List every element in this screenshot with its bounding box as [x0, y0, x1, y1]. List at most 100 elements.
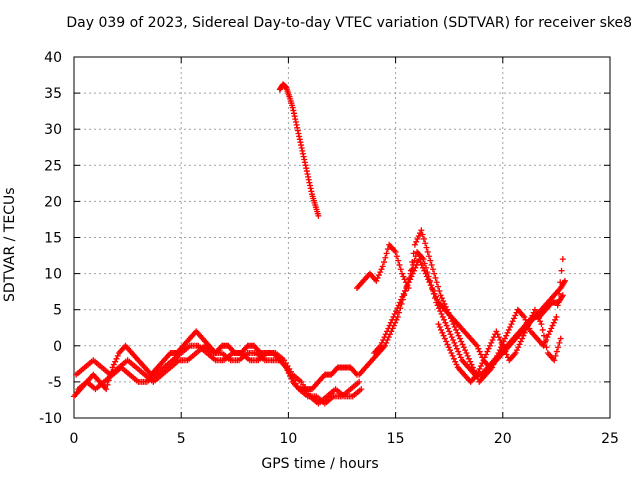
data-point [421, 260, 428, 267]
data-point [475, 345, 482, 352]
data-point [494, 331, 501, 338]
y-tick-label: 15 [44, 231, 62, 247]
data-point [400, 290, 407, 297]
data-point [436, 287, 443, 294]
data-point [520, 332, 527, 339]
data-point [483, 351, 490, 358]
data-point [451, 339, 458, 346]
data-point [378, 339, 385, 346]
data-point [462, 347, 469, 354]
data-point [552, 316, 559, 323]
data-point [550, 319, 557, 326]
data-point [426, 253, 433, 260]
data-point [386, 322, 393, 329]
data-point [415, 233, 422, 240]
data-point [358, 386, 365, 393]
data-point [551, 357, 558, 364]
data-point [480, 357, 487, 364]
data-point [393, 253, 400, 260]
data-point [399, 293, 406, 300]
data-point [515, 344, 522, 351]
data-point [555, 344, 562, 351]
data-point [468, 361, 475, 368]
data-point [553, 348, 560, 355]
data-point [525, 321, 532, 328]
series-arc3 [75, 342, 365, 407]
data-point [475, 368, 482, 375]
data-point [517, 338, 524, 345]
data-point [437, 308, 444, 315]
y-axis-label-wrap: SDTVAR / TECUs [2, 187, 22, 302]
x-tick-label: 0 [70, 431, 79, 447]
data-point [505, 326, 512, 333]
data-point [395, 257, 402, 264]
y-tick-label: 30 [44, 122, 62, 138]
data-point [454, 329, 461, 336]
data-point [109, 364, 116, 371]
data-point [451, 324, 458, 331]
data-point [561, 277, 568, 284]
data-point [431, 270, 438, 277]
data-point [490, 334, 497, 341]
data-point [315, 212, 322, 219]
data-point [559, 256, 566, 263]
data-point [479, 360, 486, 367]
data-point [394, 305, 401, 312]
data-point [543, 344, 550, 351]
data-point [538, 321, 545, 328]
data-point [477, 363, 484, 370]
data-point [400, 273, 407, 280]
data-point [387, 319, 394, 326]
data-point [534, 312, 541, 319]
data-point [420, 264, 427, 271]
data-point [455, 332, 462, 339]
data-point [557, 335, 564, 342]
data-point [443, 322, 450, 329]
y-axis-label: SDTVAR / TECUs [2, 187, 18, 302]
y-tick-label: 25 [44, 158, 62, 174]
data-point [382, 254, 389, 261]
data-point [463, 350, 470, 357]
data-point [504, 329, 511, 336]
data-point [542, 338, 549, 345]
data-point [432, 293, 439, 300]
data-point [474, 371, 481, 378]
data-point [435, 283, 442, 290]
data-point [556, 339, 563, 346]
data-point [460, 344, 467, 351]
data-point [450, 355, 457, 362]
data-point [444, 341, 451, 348]
data-point [440, 298, 447, 305]
data-point [481, 354, 488, 361]
data-point [442, 319, 449, 326]
data-point [431, 290, 438, 297]
data-point [559, 292, 566, 299]
y-tick-label: 5 [53, 303, 62, 319]
data-point [396, 299, 403, 306]
data-point [545, 331, 552, 338]
data-point [552, 352, 559, 359]
data-point [513, 347, 520, 354]
data-point [496, 347, 503, 354]
data-point [410, 250, 417, 257]
data-point [391, 311, 398, 318]
data-point [411, 267, 418, 274]
data-point [114, 352, 121, 359]
data-point [439, 313, 446, 320]
data-point [456, 351, 463, 358]
data-point [526, 318, 533, 325]
data-point [404, 282, 411, 289]
data-point [522, 316, 529, 323]
data-point [503, 351, 510, 358]
data-point [537, 318, 544, 325]
data-point [412, 264, 419, 271]
data-point [497, 337, 504, 344]
data-point [429, 266, 436, 273]
data-point [540, 342, 547, 349]
data-point [417, 259, 424, 266]
data-point [373, 277, 380, 284]
data-point [420, 235, 427, 242]
x-tick-label: 15 [387, 431, 405, 447]
data-point [471, 367, 478, 374]
